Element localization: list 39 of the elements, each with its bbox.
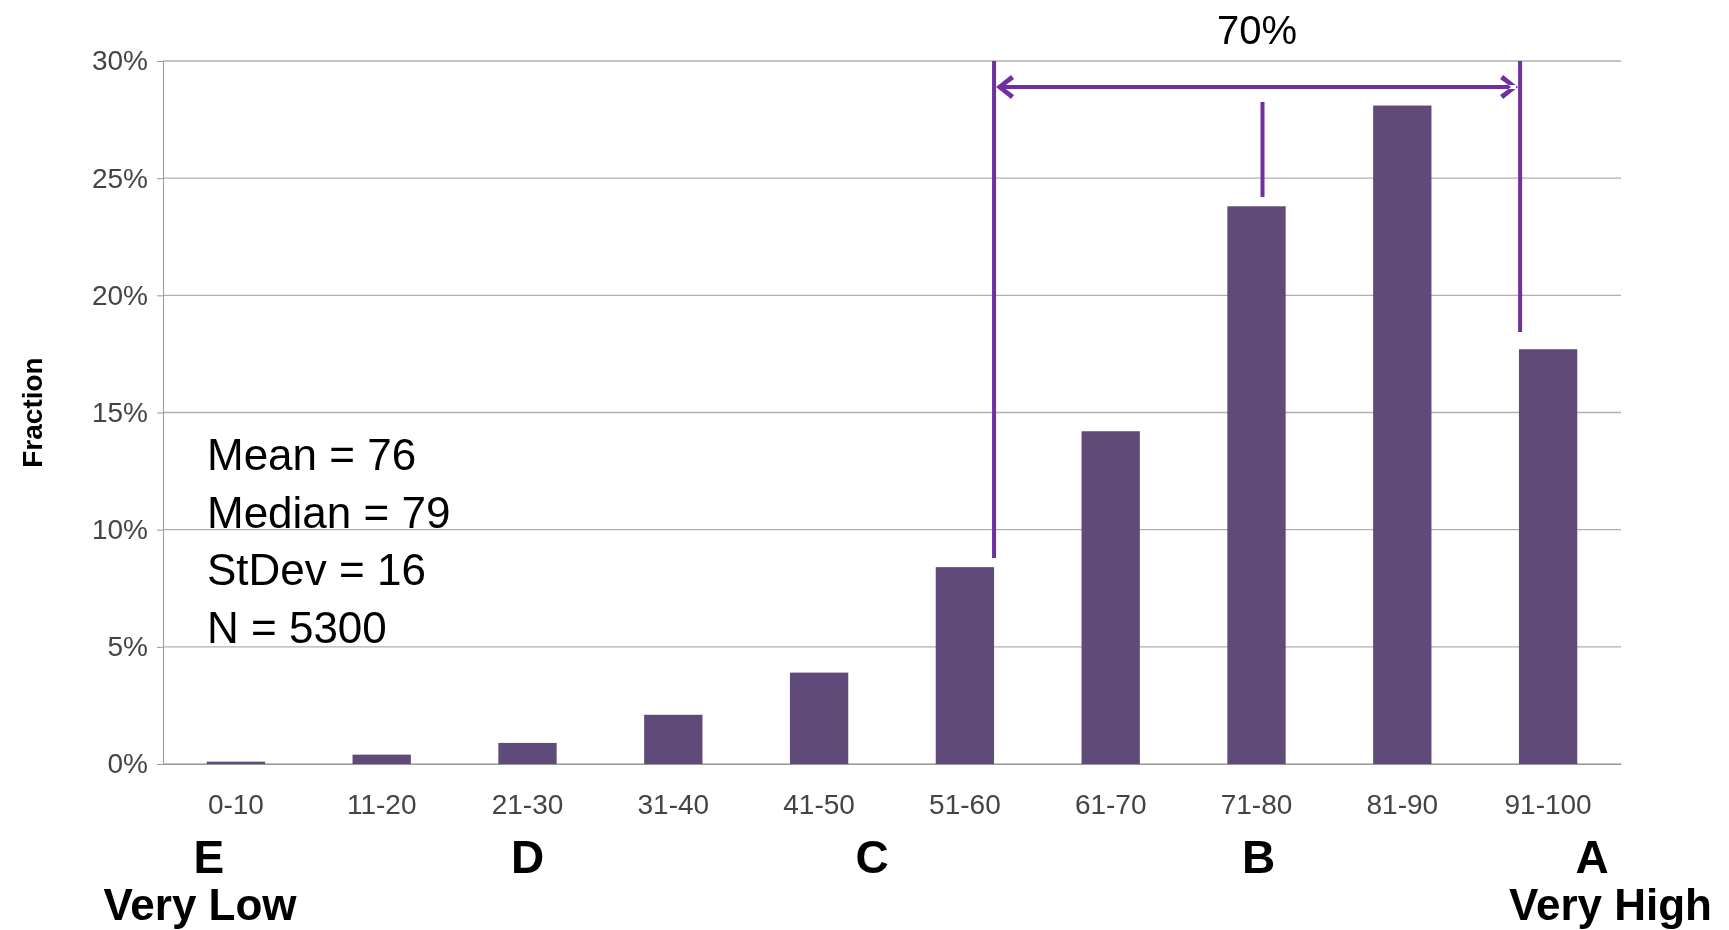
x-tick-label: 21-30 [491,788,564,820]
y-axis-title: Fraction [17,357,48,468]
x-tick-label: 91-100 [1504,788,1592,820]
y-tick-label: 0% [107,748,148,780]
y-tick-label: 25% [91,162,148,194]
text: A [1575,831,1609,883]
y-tick-label: 15% [91,396,148,428]
bar [1373,105,1432,764]
x-tick-label: 0-10 [207,788,264,820]
bar [1518,349,1578,764]
text: Very High [1509,880,1712,929]
annotation: Median = 79 [207,487,451,537]
y-tick-label: 30% [91,45,148,77]
text: Very Low [103,880,298,929]
bar [1227,206,1286,764]
annotation: StDev = 16 [207,545,426,594]
y-tick-label: 10% [91,514,148,546]
x-tick-label: 31-40 [637,788,710,820]
text: E [193,831,225,883]
x-tick-label: 61-70 [1074,788,1147,820]
x-tick-label: 71-80 [1220,788,1293,820]
x-tick-label: 41-50 [783,788,855,820]
bar [1081,431,1140,764]
text: D [510,831,545,883]
x-tick-label: 11-20 [346,788,417,820]
y-tick-label: 20% [91,279,148,311]
y-tick-label: 5% [107,631,148,663]
annotation: Mean = 76 [207,430,417,479]
bar [935,567,995,764]
bar [352,754,411,764]
bar [789,672,849,764]
text: C [855,831,889,883]
x-tick-label: 81-90 [1366,788,1439,820]
bar [498,742,557,764]
text: 70% [1217,8,1298,52]
x-tick-label: 51-60 [929,788,1001,820]
annotation: N = 5300 [207,602,387,652]
text: B [1241,831,1276,883]
bar [644,714,703,764]
